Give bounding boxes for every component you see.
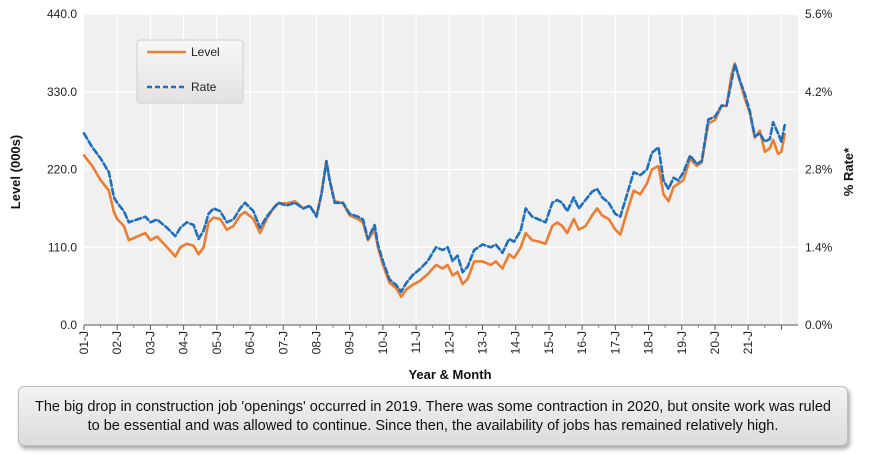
x-tick-label: 16-J [575,331,589,354]
x-tick-label: 12-J [442,331,456,354]
caption-text: The big drop in construction job 'openin… [35,399,831,434]
right-axis-ticks: 0.0% 1.4% 2.8% 4.2% 5.6% [805,7,833,332]
y-tick-label: 0.0 [60,318,77,332]
legend-rate-label: Rate [191,80,217,94]
y2-tick-label: 0.0% [805,318,833,332]
x-tick-label: 19-J [675,331,689,354]
x-axis-title: Year & Month [408,367,491,382]
x-tick-label: 01-J [77,331,91,354]
series-line-rate [82,62,787,294]
x-tick-label: 02-J [110,331,124,354]
y-tick-label: 220.0 [47,163,77,177]
x-tick-label: 10-J [376,331,390,354]
x-tick-label: 11-J [409,331,423,353]
x-tick-label: 20-J [708,331,722,354]
y2-tick-label: 1.4% [805,240,833,254]
legend-level-label: Level [191,45,220,59]
x-tick-label: 15-J [542,331,556,354]
legend: Level Rate [136,39,244,104]
x-tick-label: 03-J [143,331,157,354]
y-tick-label: 440.0 [47,7,77,21]
series-line-level [82,62,787,299]
legend-box [136,39,244,104]
x-tick-label: 08-J [309,331,323,354]
y-axis-title: Level (000s) [8,135,23,209]
x-tick-label: 07-J [276,331,290,354]
chart: 0.0 110.0 220.0 330.0 440.0 0.0% 1.4% 2.8% 4.2%… [8,7,856,382]
x-tick-label: 14-J [509,331,523,354]
x-tick-label: 13-J [476,331,490,354]
x-axis-ticks: 01-J 02-J 03-J 04-J 05-J 06-J 07-J 08-J 09-J 10-J… [77,325,782,354]
x-tick-label: 05-J [210,331,224,354]
x-tick-label: 09-J [343,331,357,354]
y-tick-label: 330.0 [47,85,77,99]
x-tick-label: 06-J [243,331,257,354]
left-axis-ticks: 0.0 110.0 220.0 330.0 440.0 [47,7,77,332]
x-tick-label: 18-J [642,331,656,354]
x-tick-label: 04-J [177,331,191,354]
x-tick-label: 17-J [608,331,622,354]
y2-tick-label: 2.8% [805,163,833,177]
series-layer [82,62,787,299]
x-tick-label: 21-J [741,331,755,354]
y2-tick-label: 5.6% [805,7,833,21]
y2-tick-label: 4.2% [805,85,833,99]
y2-axis-title: % Rate* [841,147,856,196]
y-tick-label: 110.0 [48,240,77,254]
caption-box: The big drop in construction job 'openin… [18,386,848,446]
